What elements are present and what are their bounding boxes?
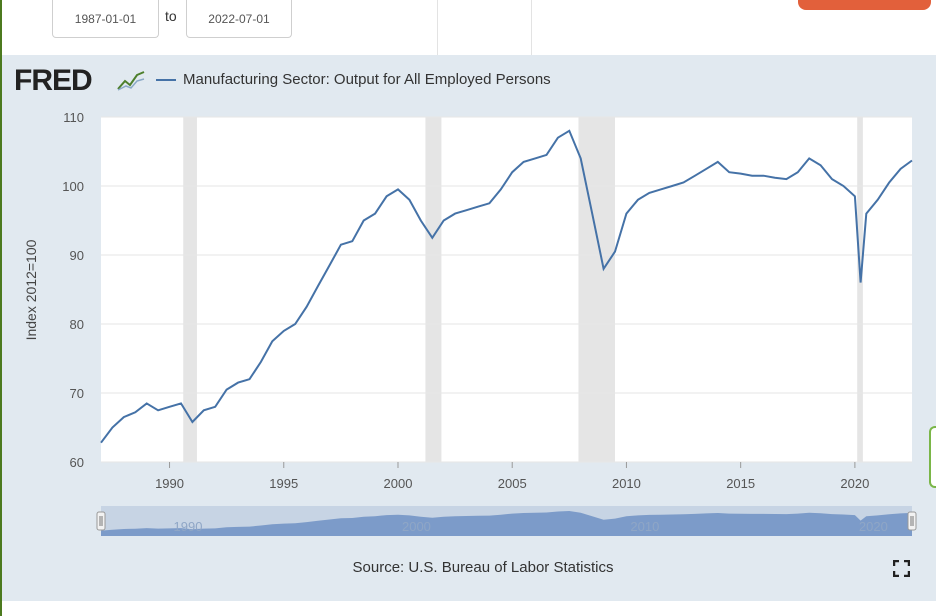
date-range-bar: 1987-01-01 to 2022-07-01 xyxy=(0,0,936,55)
navigator-right-handle[interactable] xyxy=(907,511,917,531)
chart-legend: Manufacturing Sector: Output for All Emp… xyxy=(156,71,551,88)
legend-series-label: Manufacturing Sector: Output for All Emp… xyxy=(183,71,551,88)
date-range-separator: to xyxy=(165,8,177,24)
x-tick-label: 2015 xyxy=(726,476,755,491)
start-date-input[interactable]: 1987-01-01 xyxy=(52,0,159,38)
navigator-tick-label: 1990 xyxy=(174,519,203,534)
window-edge xyxy=(0,0,2,616)
source-note: Source: U.S. Bureau of Labor Statistics xyxy=(353,559,614,576)
navigator-area xyxy=(101,511,912,536)
y-tick-label: 80 xyxy=(70,317,84,332)
x-tick-label: 2000 xyxy=(384,476,413,491)
x-tick-label: 2005 xyxy=(498,476,527,491)
divider xyxy=(531,0,532,55)
fullscreen-icon[interactable] xyxy=(893,560,910,577)
recession-band xyxy=(425,117,442,462)
edit-graph-button[interactable] xyxy=(798,0,931,10)
navigator-left-handle[interactable] xyxy=(96,511,106,531)
page-footer-strip xyxy=(0,601,936,616)
y-tick-label: 60 xyxy=(70,455,84,470)
legend-series-swatch xyxy=(156,78,176,81)
y-tick-label: 90 xyxy=(70,248,84,263)
recession-band xyxy=(857,117,863,462)
end-date-input[interactable]: 2022-07-01 xyxy=(186,0,292,38)
y-tick-label: 70 xyxy=(70,386,84,401)
series-line xyxy=(100,129,913,444)
navigator-tick-label: 2010 xyxy=(630,519,659,534)
y-tick-label: 110 xyxy=(63,110,84,125)
y-axis-label: Index 2012=100 xyxy=(23,239,39,340)
x-tick-label: 1990 xyxy=(155,476,184,491)
x-tick-label: 2010 xyxy=(612,476,641,491)
side-feedback-tab[interactable] xyxy=(929,426,936,488)
fred-logo[interactable]: FRED xyxy=(14,64,93,97)
y-tick-label: 100 xyxy=(62,179,84,194)
fred-graph-icon xyxy=(117,69,145,91)
navigator-tick-label: 2020 xyxy=(859,519,888,534)
x-tick-label: 2020 xyxy=(840,476,869,491)
recession-band xyxy=(183,117,197,462)
recession-band xyxy=(578,117,616,462)
plot-area xyxy=(101,117,912,462)
navigator-tick-label: 2000 xyxy=(402,519,431,534)
x-tick-label: 1995 xyxy=(269,476,298,491)
divider xyxy=(437,0,438,55)
